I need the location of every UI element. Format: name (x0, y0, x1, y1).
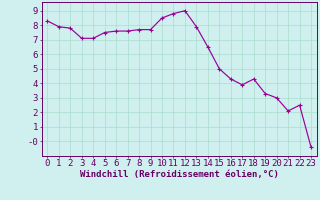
X-axis label: Windchill (Refroidissement éolien,°C): Windchill (Refroidissement éolien,°C) (80, 170, 279, 179)
